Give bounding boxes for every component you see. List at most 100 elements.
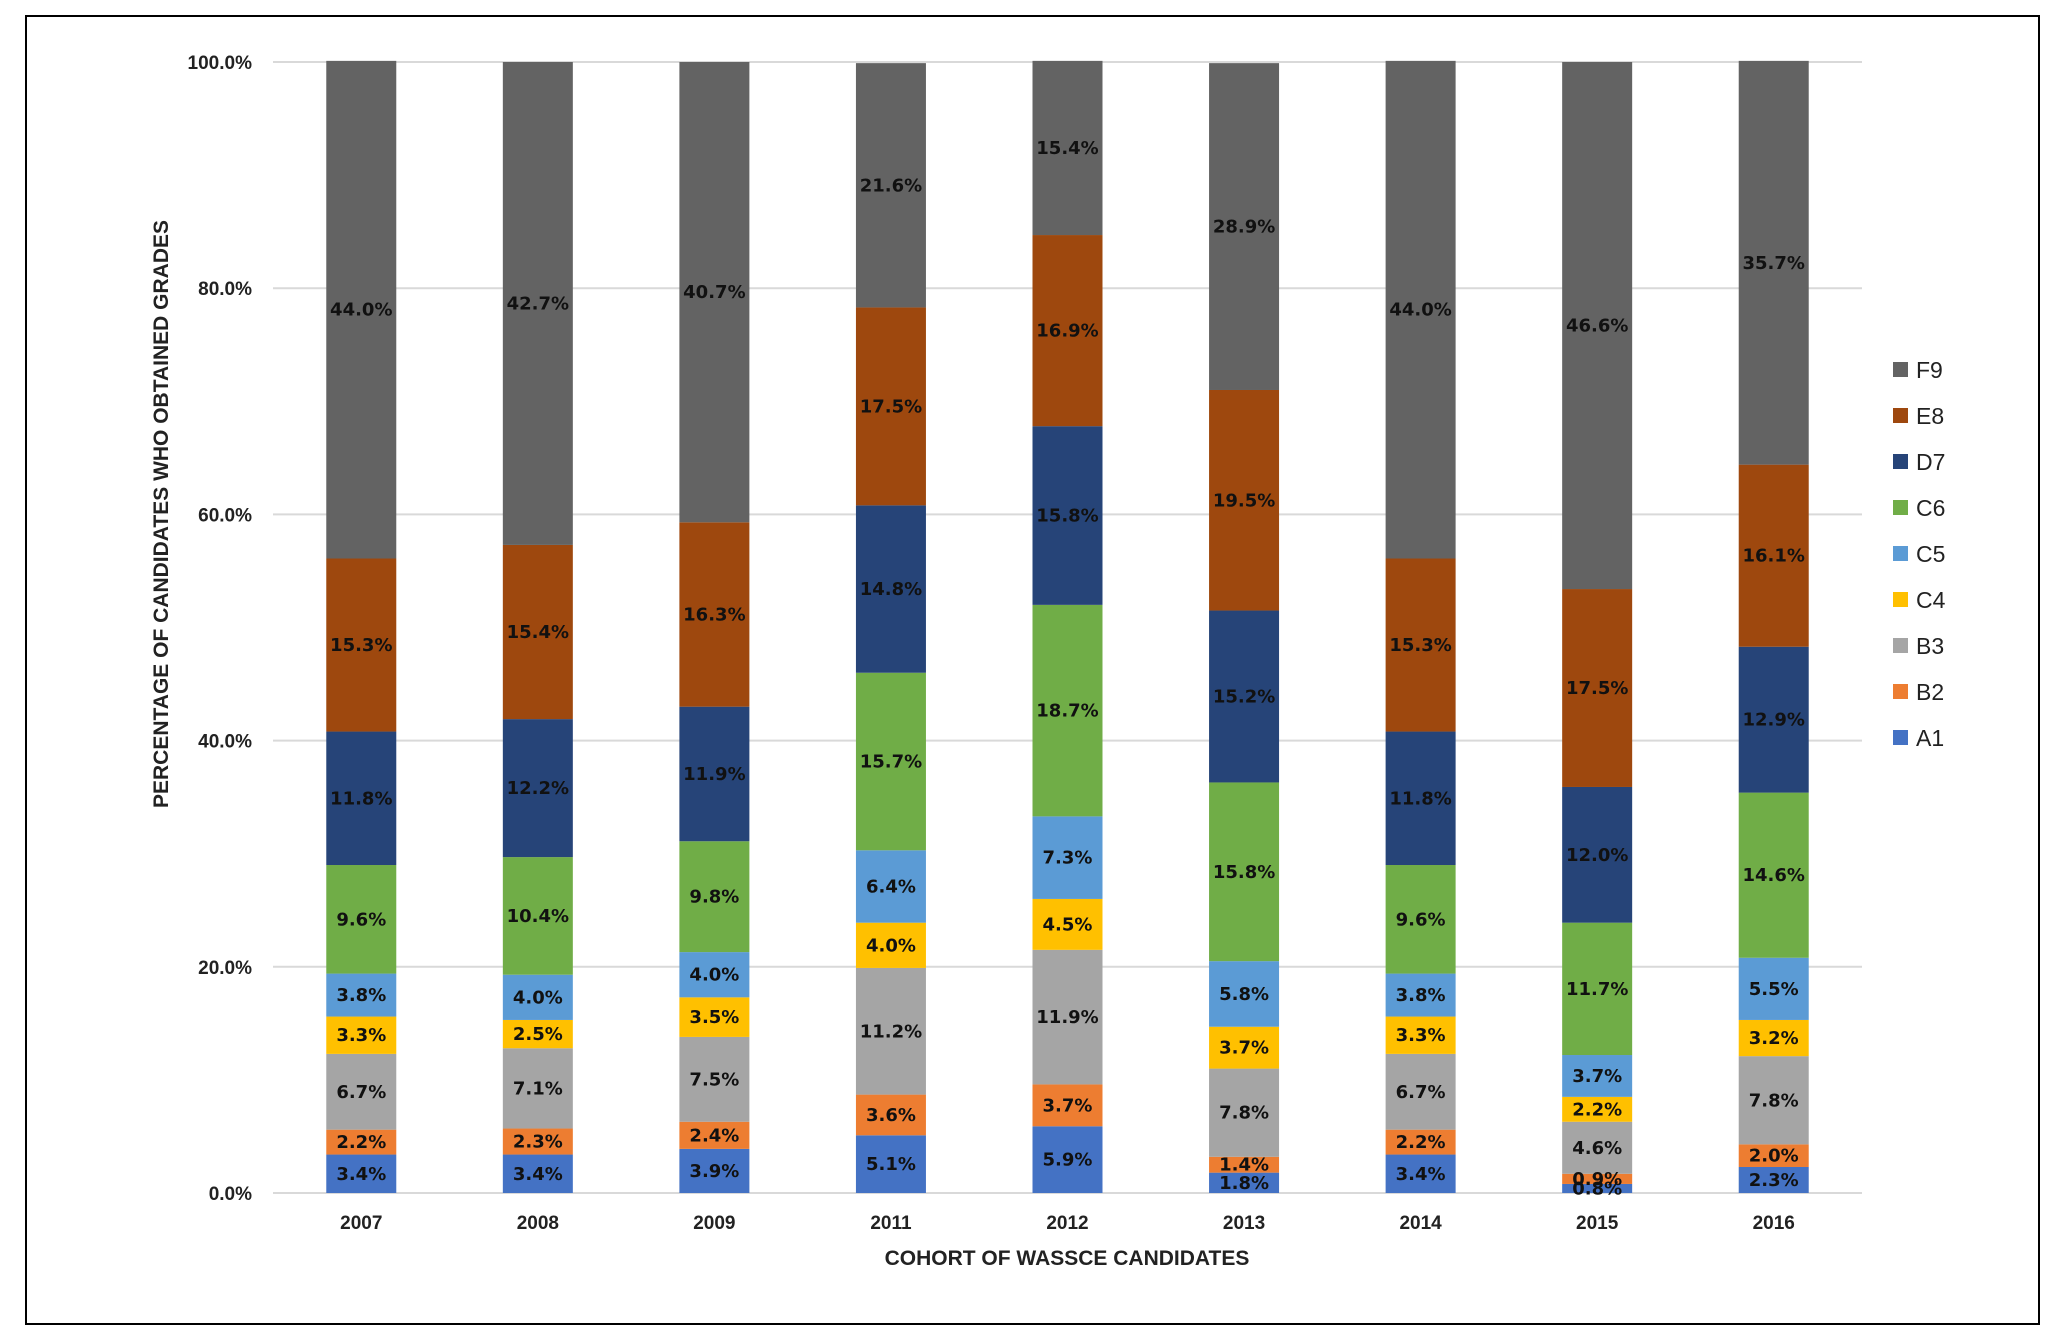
bar-2012-c6 xyxy=(1032,604,1103,817)
legend-label-c6: C6 xyxy=(1916,495,1945,521)
legend-item-a1: A1 xyxy=(1893,725,1944,751)
data-label-2016-a1: 2.3% xyxy=(1749,1170,1799,1191)
legend-label-c5: C5 xyxy=(1916,541,1945,567)
bar-stack-2015: 0.8%0.9% 4.6% 2.2% 3.7% 11.7% 12.0% 17.5% 46.6% xyxy=(1562,62,1633,1199)
bar-2008-c4 xyxy=(502,1019,573,1049)
x-tick-2007: 2007 xyxy=(340,1213,382,1234)
data-label-2012-c5: 7.3% xyxy=(1043,848,1093,869)
legend-label-e8: E8 xyxy=(1916,403,1944,429)
x-tick-labels: 2007 2008 2009 2011 2012 2013 2014 2015 2016 xyxy=(340,1213,1795,1234)
x-tick-2008: 2008 xyxy=(517,1213,559,1234)
legend-swatch-a1 xyxy=(1893,730,1908,745)
legend-label-a1: A1 xyxy=(1916,725,1944,751)
x-tick-2016: 2016 xyxy=(1753,1213,1795,1234)
bar-2015-b3 xyxy=(1562,1121,1633,1174)
x-tick-2014: 2014 xyxy=(1399,1213,1442,1234)
data-label-2009-c5: 4.0% xyxy=(689,965,739,986)
data-label-2011-d7: 14.8% xyxy=(860,579,922,600)
data-label-2008-e8: 15.4% xyxy=(507,622,569,643)
data-label-2011-c5: 6.4% xyxy=(866,876,916,897)
data-label-2009-d7: 11.9% xyxy=(683,764,745,785)
bar-2011-b3 xyxy=(855,967,926,1095)
data-label-2016-b3: 7.8% xyxy=(1749,1090,1799,1111)
bar-2015-f9 xyxy=(1562,62,1633,590)
bar-2007-a1 xyxy=(326,1154,397,1193)
legend-item-c5: C5 xyxy=(1893,541,1945,567)
bar-2016-b2 xyxy=(1738,1144,1809,1167)
bar-2013-c5 xyxy=(1209,961,1280,1027)
data-label-2013-b3: 7.8% xyxy=(1219,1103,1269,1124)
bar-2011-c5 xyxy=(855,850,926,923)
bar-2012-b3 xyxy=(1032,949,1103,1085)
y-tick-labels: 0.0% 20.0% 40.0% 60.0% 80.0% 100.0% xyxy=(188,53,253,1205)
y-tick-40-0: 40.0% xyxy=(198,732,252,753)
legend-label-c4: C4 xyxy=(1916,587,1946,613)
legend-item-e8: E8 xyxy=(1893,403,1944,429)
bar-2008-c6 xyxy=(502,857,573,975)
bar-2015-c4 xyxy=(1562,1096,1633,1122)
bar-2013-c6 xyxy=(1209,782,1280,962)
bar-2014-a1 xyxy=(1385,1154,1456,1193)
legend-swatch-c6 xyxy=(1893,500,1908,515)
legend-swatch-f9 xyxy=(1893,362,1908,377)
bar-2014-b3 xyxy=(1385,1053,1456,1130)
bar-2016-a1 xyxy=(1738,1166,1809,1193)
bar-2012-e8 xyxy=(1032,235,1103,427)
bar-2011-b2 xyxy=(855,1094,926,1136)
bar-2016-c6 xyxy=(1738,792,1809,958)
data-label-2008-a1: 3.4% xyxy=(513,1164,563,1185)
bar-2013-d7 xyxy=(1209,610,1280,783)
data-label-2012-c6: 18.7% xyxy=(1036,701,1098,722)
data-label-2016-e8: 16.1% xyxy=(1742,546,1804,567)
bar-2008-b3 xyxy=(502,1048,573,1129)
data-label-2013-f9: 28.9% xyxy=(1213,217,1275,238)
legend-item-f9: F9 xyxy=(1893,357,1943,383)
bar-2014-c5 xyxy=(1385,973,1456,1017)
bar-stack-2009: 3.9% 2.4% 7.5% 3.5% 4.0% 9.8% 11.9% 16.3% 40.7% xyxy=(679,62,750,1193)
bar-2015-d7 xyxy=(1562,786,1633,923)
data-label-2014-c6: 9.6% xyxy=(1396,909,1446,930)
data-label-2007-c4: 3.3% xyxy=(336,1025,386,1046)
bar-2013-c4 xyxy=(1209,1026,1280,1069)
legend-item-d7: D7 xyxy=(1893,449,1945,475)
data-label-2015-e8: 17.5% xyxy=(1566,678,1628,699)
bar-2016-e8 xyxy=(1738,464,1809,647)
bar-2007-b3 xyxy=(326,1053,397,1130)
data-label-2009-f9: 40.7% xyxy=(683,282,745,303)
data-label-2013-e8: 19.5% xyxy=(1213,490,1275,511)
bar-stack-2011: 5.1% 3.6% 11.2% 4.0% 6.4% 15.7% 14.8% 17.5% 21.6… xyxy=(855,63,926,1193)
data-label-2008-c6: 10.4% xyxy=(507,906,569,927)
bar-2011-c4 xyxy=(855,922,926,968)
bar-2014-f9 xyxy=(1385,60,1456,559)
data-label-2015-c5: 3.7% xyxy=(1572,1066,1622,1087)
bar-2013-b3 xyxy=(1209,1068,1280,1157)
bar-2009-c5 xyxy=(679,952,750,998)
data-label-2009-a1: 3.9% xyxy=(689,1161,739,1182)
data-label-2014-c4: 3.3% xyxy=(1396,1025,1446,1046)
bar-2015-c6 xyxy=(1562,922,1633,1056)
bar-2009-b2 xyxy=(679,1121,750,1149)
data-label-2013-c6: 15.8% xyxy=(1213,862,1275,883)
bar-2013-f9 xyxy=(1209,63,1280,390)
data-label-2009-b2: 2.4% xyxy=(689,1125,739,1146)
data-label-2013-c5: 5.8% xyxy=(1219,984,1269,1005)
bar-stack-2012: 5.9% 3.7% 11.9% 4.5% 7.3% 18.7% 15.8% 16.9% 15.4… xyxy=(1032,60,1103,1193)
bar-2013-b2 xyxy=(1209,1156,1280,1173)
bar-2012-c4 xyxy=(1032,898,1103,950)
data-label-2011-a1: 5.1% xyxy=(866,1154,916,1175)
data-label-2014-b3: 6.7% xyxy=(1396,1082,1446,1103)
bar-2012-b2 xyxy=(1032,1084,1103,1127)
legend-label-b2: B2 xyxy=(1916,679,1944,705)
data-label-2012-b2: 3.7% xyxy=(1043,1095,1093,1116)
y-tick-0-0: 0.0% xyxy=(209,1184,252,1205)
bar-2011-e8 xyxy=(855,307,926,506)
x-tick-2013: 2013 xyxy=(1223,1213,1265,1234)
legend-item-c4: C4 xyxy=(1893,587,1946,613)
bar-stack-2008: 3.4% 2.3% 7.1% 2.5% 4.0% 10.4% 12.2% 15.4% 42.7% xyxy=(502,62,573,1193)
data-label-2015-c6: 11.7% xyxy=(1566,979,1628,1000)
bar-2013-e8 xyxy=(1209,389,1280,611)
data-label-2011-b2: 3.6% xyxy=(866,1105,916,1126)
bar-2008-b2 xyxy=(502,1128,573,1155)
bar-2009-c6 xyxy=(679,841,750,953)
bar-2007-c4 xyxy=(326,1016,397,1054)
